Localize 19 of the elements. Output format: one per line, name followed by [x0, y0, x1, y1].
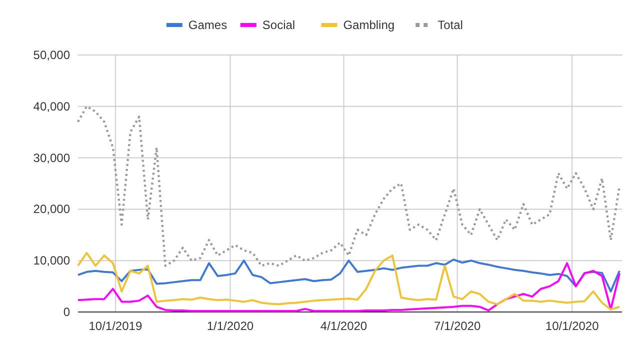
line-series: [77, 262, 621, 312]
line-series: [77, 258, 621, 292]
legend-label: Social: [262, 18, 296, 32]
y-tick-label: 30,000: [33, 150, 70, 165]
x-tick-label: 10/1/2019: [88, 319, 142, 333]
legend-label: Total: [438, 18, 463, 32]
legend-label: Games: [188, 18, 228, 32]
y-tick-label: 50,000: [33, 48, 70, 62]
x-tick-label: 7/1/2020: [434, 319, 481, 333]
x-tick-label: 4/1/2020: [320, 319, 368, 333]
x-tick-label: 1/1/2020: [206, 319, 254, 333]
y-tick-label: 40,000: [33, 99, 70, 114]
legend-label: Gambling: [343, 18, 395, 32]
y-tick-label: 10,000: [33, 254, 70, 268]
line-series: [76, 105, 621, 267]
x-tick-label: 10/1/2020: [545, 319, 600, 333]
line-series: [77, 252, 621, 310]
y-tick-label: 20,000: [33, 202, 70, 216]
y-tick-label: 0: [63, 305, 70, 319]
